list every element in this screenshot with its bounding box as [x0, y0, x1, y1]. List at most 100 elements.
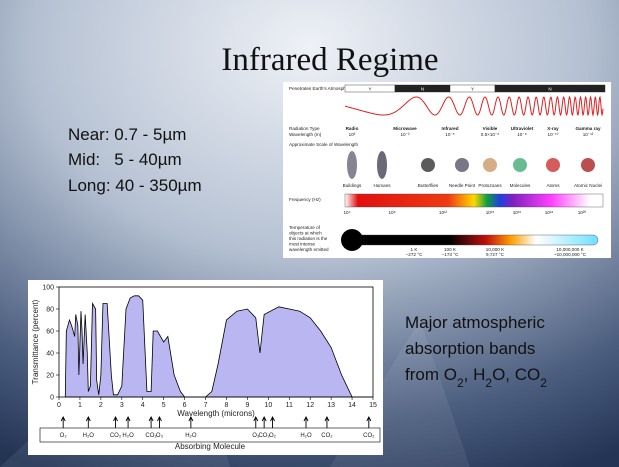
wavelength: 10⁻⁸ — [517, 132, 527, 137]
frequency-bar — [344, 193, 604, 208]
spectrum-figure: Penetrates Earth's Atmosphere? Y N Y N Radiat… — [283, 82, 611, 258]
scale-name: Atoms — [546, 183, 560, 188]
molecule: CO₂ — [321, 433, 333, 439]
molecule: CO₂ — [110, 433, 122, 439]
molecule: H₂O — [122, 433, 134, 439]
x-tick-label: 2 — [99, 402, 103, 409]
y-tick-label: 80 — [46, 307, 54, 314]
x-tick-label: 0 — [57, 402, 61, 409]
frequency: 10¹⁵ — [486, 210, 495, 215]
scale-icon — [483, 158, 497, 172]
wavelength: 10⁻¹⁰ — [548, 132, 559, 137]
band-arrow — [188, 415, 194, 428]
subscript: 2 — [457, 376, 464, 390]
range-text: Long: 40 - 350µm — [68, 176, 202, 195]
x-tick-label: 9 — [245, 402, 249, 409]
scale-icon — [455, 158, 469, 172]
answer: N — [421, 87, 424, 92]
molecule: CO₂ — [258, 433, 270, 439]
note: Major atmospheric absorption bands from … — [405, 313, 547, 390]
plot-frame — [58, 286, 374, 398]
answer: N — [548, 87, 551, 92]
x-axis-title: Wavelength (microns) — [177, 409, 255, 418]
range-text: Near: 0.7 - 5µm — [68, 125, 186, 144]
x-tick-label: 8 — [225, 402, 229, 409]
wavelength: 10⁻² — [400, 132, 410, 137]
temperature: 100 K — [444, 247, 457, 252]
molecule: CO₂ — [363, 433, 375, 439]
temperature-bar — [349, 234, 599, 246]
molecule: H₂O — [83, 433, 95, 439]
row-label: Wavelength (m) — [289, 132, 322, 137]
scale-icon — [581, 158, 595, 172]
frequency: 10¹² — [439, 210, 448, 215]
temperature: 9,727 °C — [486, 252, 505, 257]
radiation-type: Ultraviolet — [511, 126, 534, 131]
text-part: from O — [405, 365, 457, 384]
scale-icon — [421, 158, 435, 172]
radiation-type: Gamma ray — [575, 126, 600, 131]
wavelength: 0.5×10⁻⁶ — [481, 132, 500, 137]
band-arrow — [253, 415, 259, 428]
x-tick-label: 3 — [120, 402, 124, 409]
radiation-type: X-ray — [547, 126, 559, 131]
row-label: Frequency (Hz) — [289, 197, 321, 202]
wavelength: 10³ — [349, 132, 356, 137]
answer: Y — [471, 87, 474, 92]
frequency: 10¹⁶ — [513, 210, 522, 215]
band-arrow — [125, 415, 131, 428]
molecule-axis-title: Absorbing Molecule — [175, 442, 246, 451]
scale-icon — [546, 158, 560, 172]
text-part: O, CO — [492, 365, 540, 384]
frequency: 10⁸ — [388, 210, 395, 215]
band-arrow — [366, 415, 372, 428]
range-text: Mid: 5 - 40µm — [68, 150, 182, 169]
molecule-box — [39, 427, 381, 443]
wavelength: 10⁻¹² — [583, 132, 594, 137]
x-tick-label: 13 — [327, 402, 335, 409]
row-label: this radiation is the — [289, 236, 328, 241]
molecule: O₂ — [269, 433, 277, 439]
band-arrow — [85, 415, 91, 428]
temperature: 10,000 K — [486, 247, 505, 252]
band-arrow — [113, 415, 118, 428]
frequency: 10²⁰ — [578, 210, 587, 215]
molecule: O₃ — [252, 433, 260, 439]
wavelength: 10⁻⁵ — [445, 132, 455, 137]
slide-title: Infrared Regime — [221, 42, 438, 78]
row-label: objects at which — [289, 231, 322, 236]
temperature: −173 °C — [442, 252, 459, 257]
scale-icon — [513, 158, 527, 172]
row-label: most intense — [289, 242, 315, 247]
atmosphere-segment — [494, 84, 606, 93]
scale-name: Buildings — [343, 183, 362, 188]
radiation-type: Microwave — [393, 126, 417, 131]
y-tick-label: 0 — [50, 395, 54, 402]
temperature: −272 °C — [406, 252, 423, 257]
frequency: 10⁴ — [343, 210, 350, 215]
molecule: CO₂ — [145, 433, 157, 439]
band-arrow — [270, 415, 275, 428]
band-arrow — [324, 415, 330, 428]
band-arrow — [148, 415, 154, 428]
radiation-type: Visible — [483, 126, 498, 131]
x-tick-label: 15 — [369, 402, 377, 409]
row-label: Approximate Scale of Wavelength — [289, 142, 358, 147]
temperature: 10,000,000 K — [556, 247, 584, 252]
x-tick-label: 4 — [141, 402, 145, 409]
scale-icon — [377, 151, 387, 179]
y-tick-label: 20 — [46, 373, 54, 380]
molecule: H₂O — [300, 433, 312, 439]
transmittance-area — [64, 295, 373, 398]
scale-name: Needle Point — [449, 183, 476, 188]
molecule: O₃ — [156, 433, 164, 439]
scale-name: Protozoans — [478, 183, 502, 188]
y-tick-label: 40 — [46, 351, 54, 358]
y-tick-label: 100 — [42, 285, 54, 292]
x-tick-label: 11 — [286, 402, 293, 409]
x-tick-label: 5 — [162, 402, 166, 409]
molecule: O₂ — [60, 433, 68, 439]
subscript: 2 — [540, 376, 547, 390]
